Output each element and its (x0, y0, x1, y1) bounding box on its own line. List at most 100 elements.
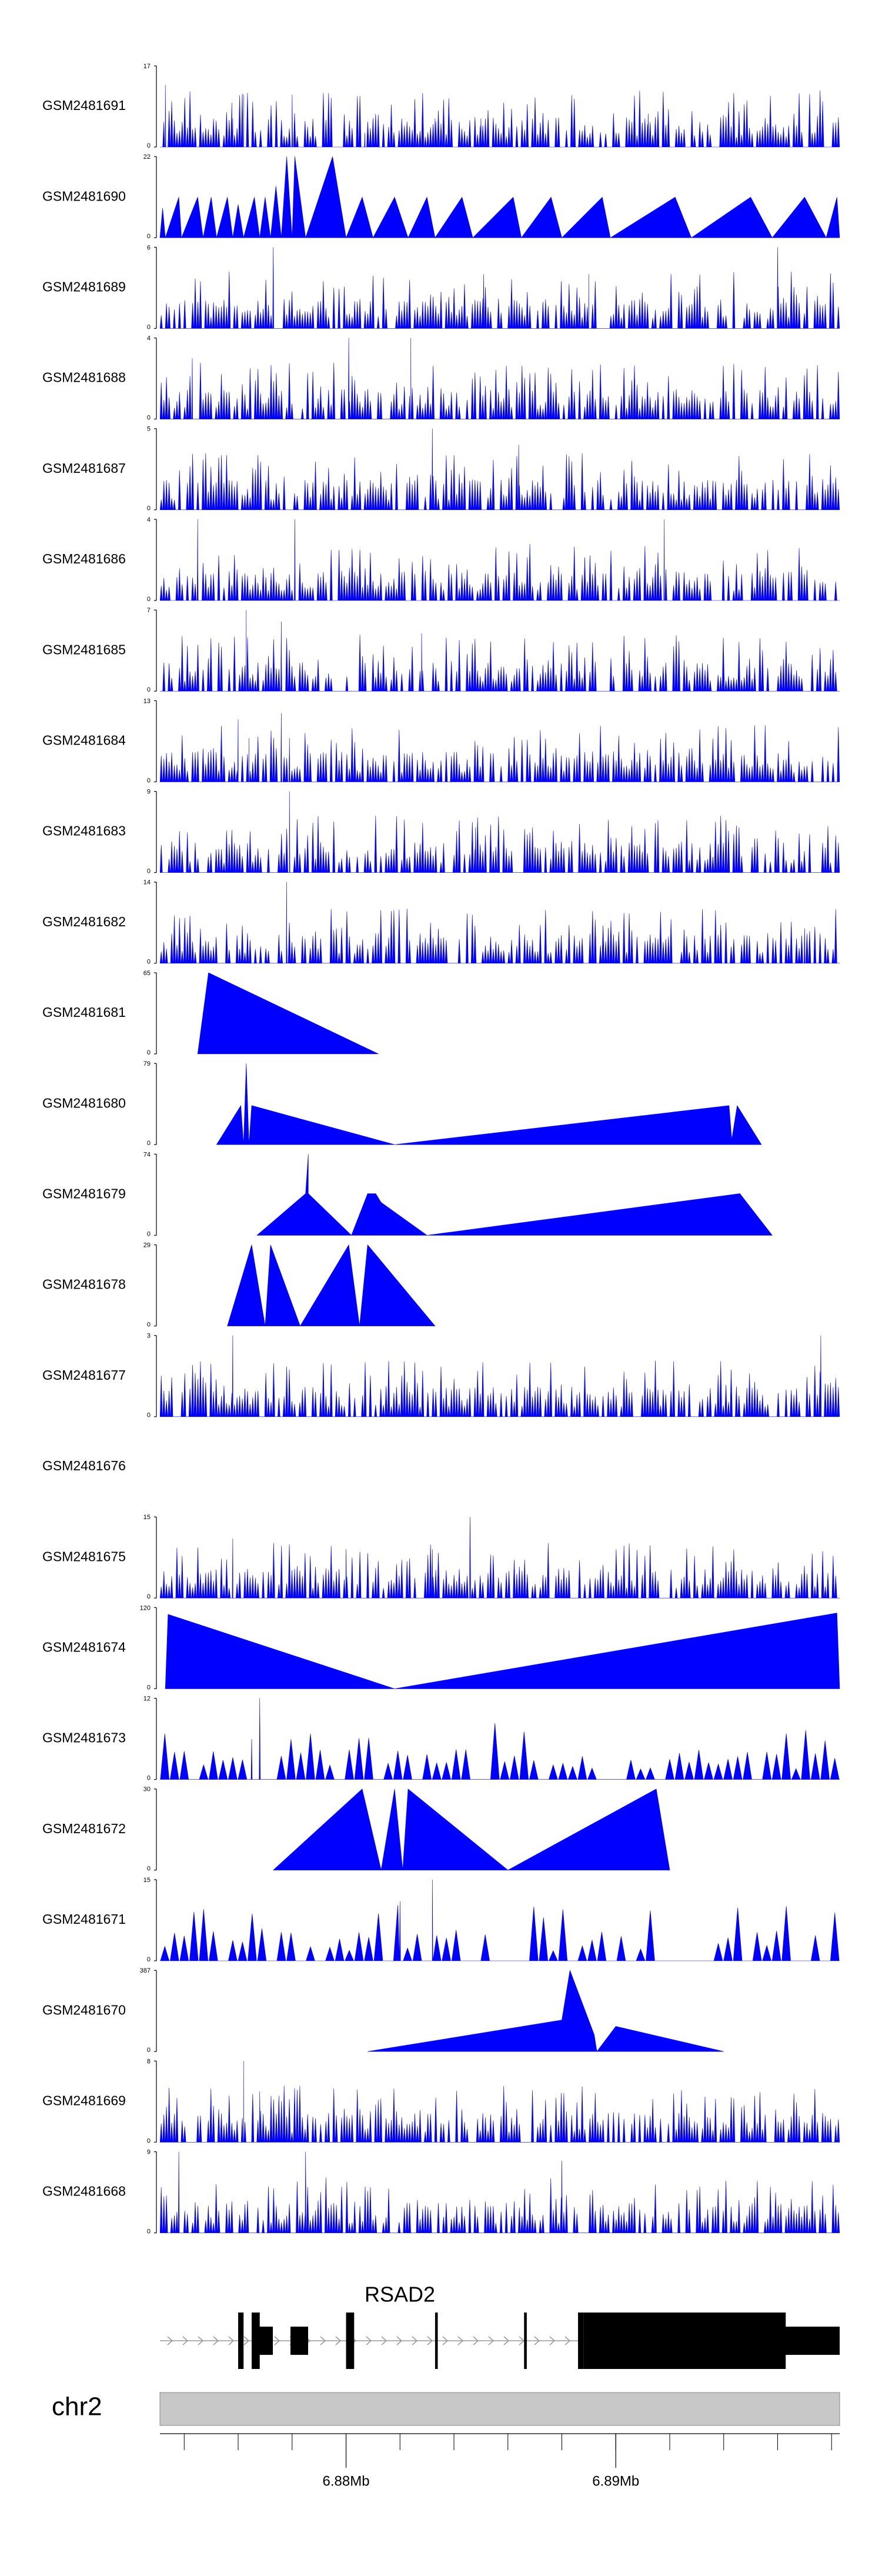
y-tick-label: 30 (143, 1786, 151, 1793)
coverage-area (197, 972, 379, 1055)
y-tick-label: 0 (147, 323, 151, 331)
track-label: GSM2481690 (42, 188, 126, 203)
exon-block (583, 2313, 786, 2369)
track-label: GSM2481668 (42, 2184, 126, 2199)
y-tick-label: 3 (147, 1333, 151, 1340)
coverage-area (159, 713, 840, 782)
track-label: GSM2481691 (42, 98, 126, 113)
strand-arrow (564, 2336, 571, 2345)
y-tick-label: 387 (140, 1967, 151, 1974)
y-tick-label: 74 (143, 1151, 151, 1158)
track-label: GSM2481670 (42, 2002, 126, 2017)
utr-block (258, 2327, 273, 2355)
coverage-area (160, 1879, 840, 1961)
y-tick-label: 17 (143, 63, 151, 70)
strand-arrow (519, 2336, 525, 2345)
track-label: GSM2481677 (42, 1367, 126, 1383)
y-tick-label: 29 (143, 1242, 151, 1249)
track-label: GSM2481687 (42, 461, 126, 476)
y-tick-label: 5 (147, 426, 151, 433)
coverage-area (368, 1970, 724, 2052)
y-tick-label: 0 (147, 1412, 151, 1419)
track-label: GSM2481685 (42, 642, 126, 657)
track-label: GSM2481686 (42, 551, 126, 566)
coverage-area (159, 2061, 840, 2143)
strand-arrow (412, 2336, 418, 2345)
track-label: GSM2481671 (42, 1911, 126, 1927)
utr-block (779, 2327, 840, 2355)
coverage-area (160, 1698, 840, 1780)
y-tick-label: 0 (147, 1775, 151, 1782)
strand-arrow (274, 2336, 280, 2345)
coverage-area (256, 1154, 773, 1236)
y-tick-label: 0 (147, 1049, 151, 1056)
track-label: GSM2481683 (42, 823, 126, 839)
track-label: GSM2481669 (42, 2093, 126, 2108)
y-tick-label: 8 (147, 2058, 151, 2065)
y-tick-label: 22 (143, 154, 151, 161)
strand-arrow (381, 2336, 387, 2345)
track-label: GSM2481675 (42, 1549, 126, 1564)
strand-arrow (488, 2336, 495, 2345)
gene-label: RSAD2 (365, 2283, 435, 2307)
strand-arrow (534, 2336, 540, 2345)
coverage-area (165, 1613, 840, 1689)
track-label: GSM2481680 (42, 1095, 126, 1110)
y-tick-label: 0 (147, 2137, 151, 2144)
track-label: GSM2481674 (42, 1639, 126, 1654)
coverage-area (160, 610, 840, 692)
y-tick-label: 0 (147, 2228, 151, 2235)
coverage-area (159, 338, 840, 419)
strand-arrow (320, 2336, 326, 2345)
y-tick-label: 9 (147, 2149, 151, 2156)
track-label: GSM2481672 (42, 1821, 126, 1836)
chromosome-label: chr2 (52, 2393, 102, 2421)
y-tick-label: 0 (147, 1593, 151, 1600)
y-tick-label: 0 (147, 1322, 151, 1329)
track-label: GSM2481682 (42, 914, 126, 929)
exon-block (435, 2313, 438, 2369)
y-tick-label: 15 (143, 1877, 151, 1884)
y-tick-label: 9 (147, 789, 151, 796)
coverage-area (159, 791, 840, 873)
coverage-area (159, 428, 840, 510)
track-label: GSM2481673 (42, 1730, 126, 1746)
track-label: GSM2481688 (42, 370, 126, 385)
y-tick-label: 120 (140, 1604, 151, 1611)
y-tick-label: 0 (147, 233, 151, 240)
y-tick-label: 0 (147, 1230, 151, 1237)
utr-block (290, 2327, 308, 2355)
y-tick-label: 0 (147, 505, 151, 512)
strand-arrow (228, 2336, 235, 2345)
strand-arrow (243, 2336, 250, 2345)
strand-arrow (198, 2336, 204, 2345)
y-tick-label: 0 (147, 142, 151, 149)
y-tick-label: 0 (147, 959, 151, 966)
coverage-area (159, 247, 840, 329)
y-tick-label: 15 (143, 1514, 151, 1521)
track-label: GSM2481684 (42, 732, 126, 748)
exon-block (346, 2313, 355, 2369)
exon-block (578, 2313, 584, 2369)
coverage-area (159, 156, 840, 239)
strand-arrow (182, 2336, 189, 2345)
y-tick-label: 0 (147, 686, 151, 693)
exon-block (524, 2313, 527, 2369)
track-label: GSM2481679 (42, 1186, 126, 1201)
coverage-area (159, 519, 840, 601)
y-tick-label: 0 (147, 1140, 151, 1147)
coverage-area (159, 1517, 840, 1599)
y-tick-label: 13 (143, 698, 151, 705)
y-tick-label: 65 (143, 970, 151, 977)
coverage-area (159, 882, 840, 964)
y-tick-label: 4 (147, 335, 151, 342)
y-tick-label: 0 (147, 1956, 151, 1963)
track-label: GSM2481676 (42, 1458, 126, 1473)
y-tick-label: 7 (147, 607, 151, 614)
coverage-area (216, 1063, 762, 1145)
coverage-area (160, 85, 840, 148)
coverage-area (227, 1244, 436, 1327)
y-tick-label: 0 (147, 777, 151, 784)
